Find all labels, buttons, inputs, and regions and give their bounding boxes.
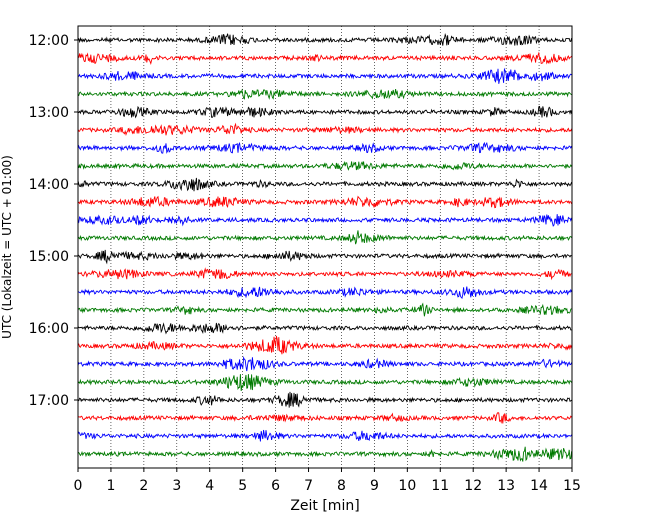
seismogram-trace — [77, 302, 572, 317]
x-tick-label: 6 — [271, 478, 280, 494]
seismogram-trace — [77, 230, 572, 245]
x-tick-label: 13 — [497, 478, 515, 494]
seismogram-trace — [77, 446, 573, 462]
seismogram-trace — [77, 33, 573, 46]
plot-frame — [77, 25, 573, 469]
seismogram-trace — [77, 267, 572, 281]
seismogram-trace — [77, 214, 573, 227]
y-tick-label: 15:00 — [29, 249, 69, 265]
seismogram-trace — [77, 67, 572, 84]
y-tick-label: 17:00 — [29, 393, 69, 409]
x-tick-label: 9 — [370, 478, 379, 494]
x-tick-label: 14 — [530, 478, 548, 494]
x-tick-label: 4 — [205, 478, 214, 494]
x-axis: 0 1 2 3 4 5 6 7 8 9 10 11 12 13 14 15 — [74, 468, 581, 494]
x-tick-label: 12 — [464, 478, 482, 494]
seismogram-trace — [77, 412, 572, 424]
seismogram-trace — [77, 391, 572, 408]
x-tick-label: 2 — [139, 478, 148, 494]
seismogram-trace — [77, 88, 572, 100]
x-tick-label: 0 — [74, 478, 83, 494]
x-tick-label: 10 — [398, 478, 416, 494]
y-tick-label: 14:00 — [29, 177, 69, 193]
seismogram-trace — [77, 374, 572, 391]
x-tick-label: 11 — [431, 478, 449, 494]
seismogram-trace — [77, 105, 573, 119]
y-tick-label: 13:00 — [29, 105, 69, 121]
seismogram-trace — [77, 122, 573, 136]
seismogram-trace — [77, 322, 572, 335]
seismogram-trace — [77, 429, 572, 442]
x-tick-label: 7 — [304, 478, 313, 494]
x-tick-label: 1 — [106, 478, 115, 494]
seismogram-trace — [77, 195, 573, 209]
seismogram-trace — [77, 51, 572, 66]
plot-background — [78, 26, 572, 468]
seismogram-trace — [77, 249, 572, 265]
seismogram-trace — [77, 177, 573, 192]
y-axis-label: UTC (Lokalzeit = UTC + 01:00) — [0, 155, 14, 339]
x-tick-label: 15 — [563, 478, 581, 494]
x-tick-label: 8 — [337, 478, 346, 494]
seismogram-trace — [77, 355, 573, 372]
y-axis: 12:00 13:00 14:00 15:00 16:00 17:00 — [29, 33, 78, 409]
x-axis-label: Zeit [min] — [290, 498, 359, 514]
y-tick-label: 12:00 — [29, 33, 69, 49]
seismogram-trace — [77, 286, 573, 300]
x-tick-label: 3 — [172, 478, 181, 494]
seismogram-trace — [77, 335, 573, 355]
trace-group — [77, 33, 573, 462]
x-tick-label: 5 — [238, 478, 247, 494]
y-tick-label: 16:00 — [29, 321, 69, 337]
seismogram-trace — [77, 160, 572, 171]
seismogram-trace — [77, 141, 573, 154]
